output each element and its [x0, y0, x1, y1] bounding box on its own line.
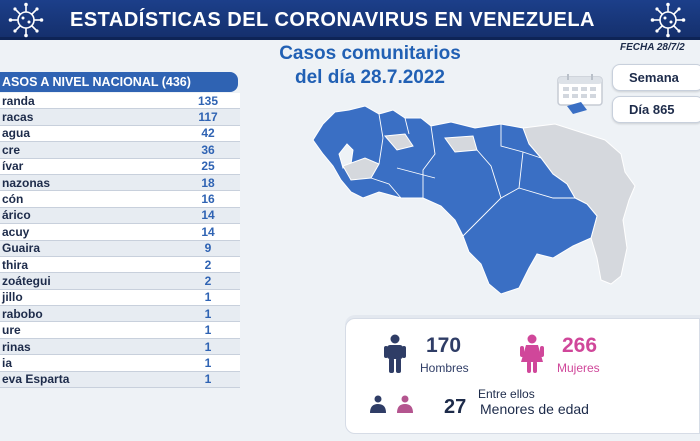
table-row: eva Esparta 1 [0, 371, 240, 389]
children-icon [370, 395, 413, 413]
page-title: ESTADÍSTICAS DEL CORONAVIRUS EN VENEZUEL… [70, 9, 595, 31]
state-name: nazonas [2, 175, 51, 190]
table-row: rabobo 1 [0, 306, 240, 323]
state-count: 1 [204, 372, 212, 387]
table-row: rinas 1 [0, 338, 240, 356]
table-header: ASOS A NIVEL NACIONAL (436) [0, 72, 238, 92]
state-count: 2 [204, 273, 212, 288]
week-box: Semana [612, 64, 700, 91]
virus-icon [650, 2, 686, 38]
state-name: rinas [2, 339, 31, 354]
state-count: 1 [204, 290, 212, 305]
between-label: Entre ellos [478, 387, 535, 401]
date-label: FECHA 28/7/2 [620, 42, 685, 53]
state-name: randa [2, 93, 35, 108]
table-row: zoátegui 2 [0, 273, 240, 290]
state-name: racas [2, 110, 34, 125]
table-row: ívar 25 [0, 158, 240, 175]
state-count: 16 [201, 192, 215, 207]
table-row: jillo 1 [0, 289, 240, 307]
state-count: 42 [201, 126, 215, 141]
virus-icon [8, 2, 44, 38]
state-count: 9 [204, 241, 212, 256]
state-name: ia [2, 355, 13, 370]
state-count: 1 [204, 355, 212, 370]
stats-panel [345, 318, 700, 434]
state-count: 135 [197, 93, 219, 108]
map-region-gray [342, 157, 380, 181]
map-lake [338, 143, 354, 169]
state-name: ívar [2, 159, 24, 174]
table-row: Guaira 9 [0, 240, 240, 257]
state-count: 2 [204, 257, 212, 272]
state-name: thira [2, 257, 29, 272]
state-count: 14 [201, 208, 215, 223]
table-row: racas 117 [0, 109, 240, 126]
state-count: 14 [201, 224, 215, 239]
state-name: cre [2, 142, 21, 157]
header-bar: ESTADÍSTICAS DEL CORONAVIRUS EN VENEZUEL… [0, 0, 700, 40]
state-count: 25 [201, 159, 215, 174]
state-count: 18 [201, 175, 215, 190]
state-count: 117 [198, 110, 218, 125]
cases-table: randa 135 racas 117 agua 42 cre 36 ívar 25 nazonas… [0, 93, 240, 389]
calendar-icon [557, 74, 603, 106]
venezuela-map [312, 102, 636, 295]
table-row: árico 14 [0, 207, 240, 225]
table-row: acuy 14 [0, 224, 240, 241]
table-row: randa 135 [0, 93, 240, 110]
state-name: ure [2, 323, 21, 338]
state-count: 1 [204, 306, 212, 321]
state-name: acuy [2, 224, 30, 239]
state-name: árico [2, 208, 31, 223]
map-borders [370, 113, 575, 237]
men-count: 170 [426, 334, 462, 357]
table-row: ure 1 [0, 322, 240, 339]
state-name: eva Esparta [2, 372, 70, 387]
men-label: Hombres [420, 361, 469, 375]
state-count: 1 [204, 339, 212, 354]
minors-count: 27 [444, 396, 467, 418]
table-row: ia 1 [0, 355, 240, 372]
state-count: 36 [201, 142, 215, 157]
state-name: zoátegui [2, 273, 51, 288]
state-count: 1 [204, 323, 212, 338]
state-name: cón [2, 192, 24, 207]
headline: Casos comunitarios del día 28.7.2022 [250, 42, 490, 90]
state-name: jillo [2, 290, 23, 305]
table-row: thira 2 [0, 256, 240, 274]
day-box: Día 865 [612, 96, 700, 123]
table-row: cre 36 [0, 142, 240, 159]
table-row: agua 42 [0, 125, 240, 143]
map-region-gray [383, 133, 414, 151]
women-label: Mujeres [557, 361, 600, 375]
state-name: rabobo [2, 306, 43, 321]
state-name: agua [2, 126, 31, 141]
man-icon [384, 334, 406, 373]
women-count: 266 [562, 334, 598, 357]
state-name: Guaira [2, 241, 41, 256]
table-row: nazonas 18 [0, 174, 240, 192]
minors-label: Menores de edad [480, 401, 589, 417]
woman-icon [520, 334, 544, 373]
table-row: cón 16 [0, 191, 240, 208]
headline-line1: Casos comunitarios [279, 43, 461, 64]
headline-line2: del día 28.7.2022 [295, 67, 445, 88]
map-island [567, 102, 587, 114]
